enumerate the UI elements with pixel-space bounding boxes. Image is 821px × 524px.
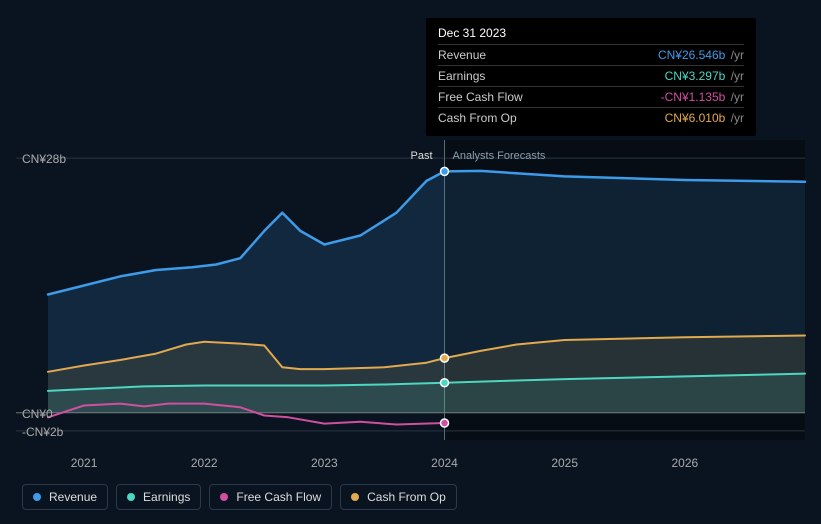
y-axis-label: CN¥0 <box>22 407 53 421</box>
legend-item-revenue[interactable]: Revenue <box>22 484 108 510</box>
x-axis-label: 2022 <box>191 456 218 470</box>
forecast-label: Analysts Forecasts <box>453 150 546 162</box>
tooltip-row: Earnings CN¥3.297b /yr <box>438 65 744 86</box>
tooltip-metric-label: Free Cash Flow <box>438 90 523 104</box>
legend-item-earnings[interactable]: Earnings <box>116 484 201 510</box>
tooltip-metric-label: Earnings <box>438 69 485 83</box>
chart-tooltip: Dec 31 2023 Revenue CN¥26.546b /yr Earning… <box>426 18 756 136</box>
y-axis-label: -CN¥2b <box>22 425 63 439</box>
tooltip-metric-label: Cash From Op <box>438 111 517 125</box>
x-axis-label: 2024 <box>431 456 458 470</box>
tooltip-metric-value: CN¥3.297b /yr <box>665 69 744 83</box>
tooltip-row: Revenue CN¥26.546b /yr <box>438 44 744 65</box>
legend-item-fcf[interactable]: Free Cash Flow <box>209 484 332 510</box>
tooltip-metric-label: Revenue <box>438 48 486 62</box>
tooltip-metric-value: -CN¥1.135b /yr <box>661 90 744 104</box>
tooltip-row: Cash From Op CN¥6.010b /yr <box>438 107 744 128</box>
legend-dot-icon <box>33 493 41 501</box>
legend-label: Cash From Op <box>367 490 446 504</box>
tooltip-metric-value: CN¥26.546b /yr <box>658 48 744 62</box>
x-axis-label: 2025 <box>551 456 578 470</box>
tooltip-metric-value: CN¥6.010b /yr <box>665 111 744 125</box>
x-axis-label: 2021 <box>71 456 98 470</box>
x-axis-label: 2026 <box>671 456 698 470</box>
past-label: Past <box>411 150 433 162</box>
x-axis-label: 2023 <box>311 456 338 470</box>
legend-dot-icon <box>351 493 359 501</box>
tooltip-date: Dec 31 2023 <box>438 26 744 40</box>
legend-dot-icon <box>127 493 135 501</box>
y-axis-label: CN¥28b <box>22 152 66 166</box>
legend-label: Earnings <box>143 490 190 504</box>
legend-label: Free Cash Flow <box>236 490 321 504</box>
chart-legend: Revenue Earnings Free Cash Flow Cash From O… <box>22 484 457 510</box>
legend-item-cashop[interactable]: Cash From Op <box>340 484 457 510</box>
tooltip-row: Free Cash Flow -CN¥1.135b /yr <box>438 86 744 107</box>
legend-label: Revenue <box>49 490 97 504</box>
legend-dot-icon <box>220 493 228 501</box>
